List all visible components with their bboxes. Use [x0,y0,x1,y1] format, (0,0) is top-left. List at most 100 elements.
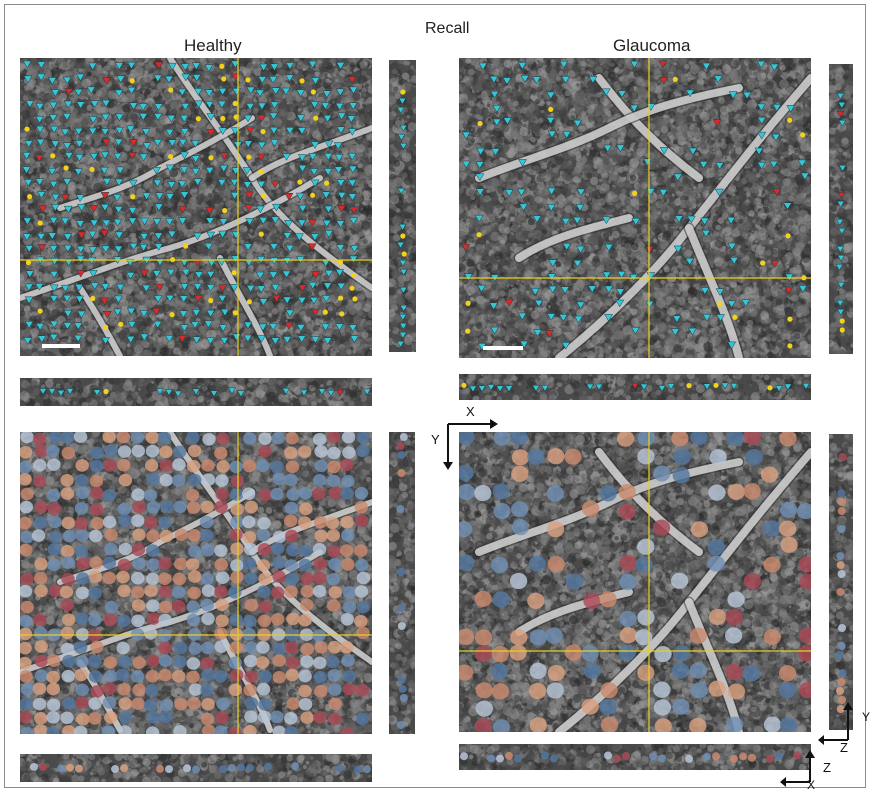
false-positive-marker [313,115,319,121]
detection-marker [255,271,265,280]
cell-segment [654,718,672,732]
cell-segment [89,503,104,516]
detection-marker [113,152,123,161]
detection-marker [205,207,214,215]
cell-segment [779,432,797,447]
detection-marker [192,388,200,396]
false-positive-marker [195,116,201,122]
cell-segment [228,683,243,697]
cell-segment [229,641,243,654]
cell-segment [20,656,32,670]
detection-marker [476,147,486,156]
detection-marker [558,314,568,322]
cell-segment [215,474,229,487]
cell-segment [188,473,202,487]
detection-marker [76,270,86,278]
cell-segment [216,697,230,711]
detection-marker [268,271,278,280]
detection-marker [784,383,792,391]
detection-marker [347,76,357,84]
cell-segment [257,614,272,628]
cell-segment [355,684,370,697]
false-positive-marker [787,117,793,123]
cell-segment [242,557,257,570]
cell-segment [283,514,298,528]
detection-marker [77,203,86,212]
cell-segment [74,517,89,530]
cell-segment [671,662,690,679]
cell-segment [564,644,583,661]
detection-marker [89,219,99,228]
detection-marker [100,203,110,212]
cell-segment [314,640,328,654]
cell-segment [146,472,160,486]
detection-marker [180,63,190,71]
detection-marker [336,126,346,135]
detection-marker [60,194,70,202]
cell-segment [298,613,312,627]
cell-segment [199,515,214,529]
detection-marker [155,258,165,267]
detection-marker [36,138,46,147]
cell-segment [241,487,256,500]
detection-marker [242,181,252,189]
detection-marker [115,113,124,122]
detection-marker [74,140,84,148]
cell-segment [215,614,229,628]
cell-segment [244,500,259,514]
cell-segment [74,474,89,487]
cell-segment [327,460,341,474]
detection-marker [112,194,122,202]
cell-segment [89,556,103,570]
glaucoma-segmentation-xz-projection [459,744,811,770]
detection-marker [64,258,74,267]
cell-segment [230,542,244,556]
cell-segment [47,502,62,515]
detection-marker [74,284,84,292]
detection-marker [321,191,331,200]
detection-marker [257,114,266,123]
cell-segment [652,519,671,536]
cell-segment [159,698,174,712]
detection-marker [645,300,655,309]
detection-marker [24,283,34,292]
cell-segment [775,752,783,761]
false-positive-marker [24,126,30,132]
cell-segment [90,685,104,698]
cell-segment [131,444,146,458]
cell-segment [763,628,781,646]
false-positive-marker [232,310,238,316]
cell-segment [689,627,708,644]
cell-segment [229,613,243,627]
cell-segment [214,585,228,598]
false-positive-marker [686,383,692,389]
cell-segment [712,752,720,761]
cell-segment [272,570,286,583]
detection-marker [297,296,307,305]
detection-marker [193,178,203,187]
healthy-segmentation-yz-projection [389,432,415,734]
cell-segment [547,664,565,682]
detection-marker [311,271,321,279]
cell-segment [158,600,173,614]
cell-segment [541,751,549,760]
cell-segment [340,612,355,626]
cell-segment [581,698,599,715]
cell-segment [171,599,186,613]
glaucoma-recall-yz-projection [829,64,853,354]
detection-marker [139,333,149,342]
cell-segment [242,515,256,529]
detection-marker [492,118,502,127]
detection-marker [90,100,100,108]
detection-marker [336,179,346,188]
detection-marker [399,322,408,330]
cell-segment [399,694,408,702]
cell-segment [172,458,186,471]
cell-segment [186,600,201,614]
cell-segment [356,626,370,640]
detection-marker [155,283,165,292]
detection-marker [49,217,58,225]
detection-marker [835,218,844,226]
detection-marker [258,217,268,225]
cell-segment [90,640,104,654]
